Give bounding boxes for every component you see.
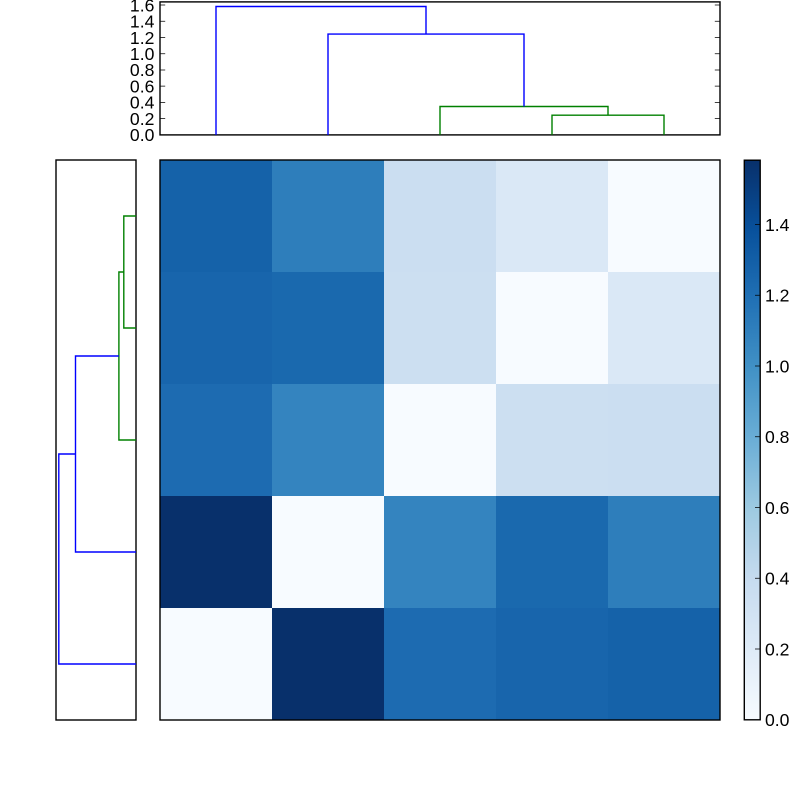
svg-text:1.0: 1.0 [130, 44, 155, 64]
svg-text:0.6: 0.6 [765, 498, 790, 518]
svg-text:1.0: 1.0 [765, 356, 790, 376]
svg-text:1.4: 1.4 [765, 215, 790, 235]
svg-text:1.6: 1.6 [130, 0, 155, 15]
svg-text:0.8: 0.8 [765, 427, 790, 447]
svg-text:0.6: 0.6 [130, 76, 155, 96]
svg-text:0.2: 0.2 [130, 109, 154, 129]
svg-text:0.4: 0.4 [765, 569, 790, 589]
svg-text:0.4: 0.4 [130, 93, 155, 113]
svg-text:0.8: 0.8 [130, 60, 155, 80]
svg-text:1.4: 1.4 [130, 12, 155, 32]
svg-text:0.0: 0.0 [130, 125, 155, 145]
svg-text:0.2: 0.2 [765, 639, 789, 659]
svg-text:0.0: 0.0 [765, 710, 790, 730]
svg-text:1.2: 1.2 [130, 28, 154, 48]
svg-text:1.2: 1.2 [765, 286, 789, 306]
